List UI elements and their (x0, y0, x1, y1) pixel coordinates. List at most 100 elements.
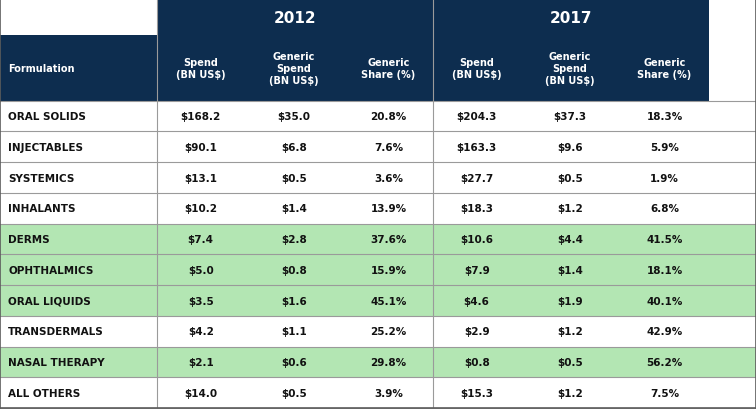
Text: $27.7: $27.7 (460, 173, 493, 183)
Bar (433, 36, 520, 101)
Text: 56.2%: 56.2% (646, 357, 683, 367)
Text: $2.1: $2.1 (187, 357, 214, 367)
Bar (0, 22, 157, 36)
Text: $37.3: $37.3 (553, 112, 587, 122)
Text: Generic
Spend
(BN US$): Generic Spend (BN US$) (269, 52, 319, 85)
Text: $10.6: $10.6 (460, 234, 493, 245)
Bar (344, 0, 433, 36)
Bar (244, 0, 344, 36)
Bar (0, 101, 756, 132)
Bar (0, 0, 157, 36)
Text: 41.5%: 41.5% (646, 234, 683, 245)
Text: ORAL SOLIDS: ORAL SOLIDS (8, 112, 86, 122)
Text: $168.2: $168.2 (181, 112, 221, 122)
Text: OPHTHALMICS: OPHTHALMICS (8, 265, 94, 275)
Bar (0, 255, 756, 285)
Text: NASAL THERAPY: NASAL THERAPY (8, 357, 104, 367)
Text: $0.8: $0.8 (281, 265, 307, 275)
Text: 2012: 2012 (274, 11, 317, 25)
Text: 7.5%: 7.5% (650, 388, 679, 398)
Text: $35.0: $35.0 (277, 112, 311, 122)
Text: 1.9%: 1.9% (650, 173, 679, 183)
Bar (0, 316, 756, 347)
Bar (520, 0, 620, 36)
Text: $15.3: $15.3 (460, 388, 493, 398)
Bar (0, 224, 756, 255)
Text: 45.1%: 45.1% (370, 296, 407, 306)
Text: ORAL LIQUIDS: ORAL LIQUIDS (8, 296, 91, 306)
Text: 2017: 2017 (550, 11, 593, 25)
Bar (157, 36, 244, 101)
Text: 25.2%: 25.2% (370, 326, 407, 337)
Text: $0.5: $0.5 (281, 173, 307, 183)
Text: TRANSDERMALS: TRANSDERMALS (8, 326, 104, 337)
Bar (0, 378, 756, 408)
Text: $4.2: $4.2 (187, 326, 214, 337)
Text: $2.9: $2.9 (464, 326, 489, 337)
Bar (433, 0, 520, 36)
Bar (0, 193, 756, 224)
Text: DERMS: DERMS (8, 234, 50, 245)
Text: $7.9: $7.9 (463, 265, 490, 275)
Text: $4.4: $4.4 (557, 234, 583, 245)
Text: SYSTEMICS: SYSTEMICS (8, 173, 74, 183)
Bar (620, 36, 709, 101)
Text: 20.8%: 20.8% (370, 112, 407, 122)
Text: Generic
Spend
(BN US$): Generic Spend (BN US$) (545, 52, 595, 85)
Text: $1.9: $1.9 (557, 296, 583, 306)
Text: ALL OTHERS: ALL OTHERS (8, 388, 80, 398)
Text: $1.6: $1.6 (281, 296, 307, 306)
Text: $1.4: $1.4 (281, 204, 307, 214)
Text: INJECTABLES: INJECTABLES (8, 142, 83, 153)
Text: $2.8: $2.8 (281, 234, 307, 245)
Text: 40.1%: 40.1% (646, 296, 683, 306)
Text: $1.2: $1.2 (557, 326, 583, 337)
Text: $163.3: $163.3 (457, 142, 497, 153)
Text: $13.1: $13.1 (184, 173, 217, 183)
Text: $1.4: $1.4 (557, 265, 583, 275)
Bar (0, 285, 756, 316)
Text: $7.4: $7.4 (187, 234, 214, 245)
Text: Generic
Share (%): Generic Share (%) (637, 58, 692, 80)
Text: $1.1: $1.1 (281, 326, 307, 337)
Bar (0, 347, 756, 378)
Bar (157, 0, 244, 36)
Bar (0, 36, 157, 101)
Text: 18.3%: 18.3% (646, 112, 683, 122)
Text: 7.6%: 7.6% (374, 142, 403, 153)
Text: $5.0: $5.0 (187, 265, 214, 275)
Text: $90.1: $90.1 (184, 142, 217, 153)
Text: $0.6: $0.6 (281, 357, 307, 367)
Bar (0, 132, 756, 163)
Text: 3.9%: 3.9% (374, 388, 403, 398)
Text: $204.3: $204.3 (457, 112, 497, 122)
Bar (344, 36, 433, 101)
Text: $1.2: $1.2 (557, 388, 583, 398)
Text: Generic
Share (%): Generic Share (%) (361, 58, 416, 80)
Text: 18.1%: 18.1% (646, 265, 683, 275)
Text: 3.6%: 3.6% (374, 173, 403, 183)
Text: $0.5: $0.5 (557, 173, 583, 183)
Text: Spend
(BN US$): Spend (BN US$) (176, 58, 225, 80)
Text: 15.9%: 15.9% (370, 265, 407, 275)
Bar (244, 36, 344, 101)
Bar (620, 0, 709, 36)
Text: $3.5: $3.5 (187, 296, 214, 306)
Text: 6.8%: 6.8% (650, 204, 679, 214)
Text: Spend
(BN US$): Spend (BN US$) (452, 58, 501, 80)
Text: 13.9%: 13.9% (370, 204, 407, 214)
Text: $6.8: $6.8 (281, 142, 307, 153)
Text: INHALANTS: INHALANTS (8, 204, 76, 214)
Text: $9.6: $9.6 (557, 142, 583, 153)
Text: 42.9%: 42.9% (646, 326, 683, 337)
Text: $0.5: $0.5 (281, 388, 307, 398)
Text: $4.6: $4.6 (463, 296, 490, 306)
Text: $0.8: $0.8 (463, 357, 490, 367)
Text: $18.3: $18.3 (460, 204, 493, 214)
Text: 5.9%: 5.9% (650, 142, 679, 153)
Text: $0.5: $0.5 (557, 357, 583, 367)
Text: 37.6%: 37.6% (370, 234, 407, 245)
Text: 29.8%: 29.8% (370, 357, 407, 367)
Bar (0, 0, 157, 22)
Text: $1.2: $1.2 (557, 204, 583, 214)
